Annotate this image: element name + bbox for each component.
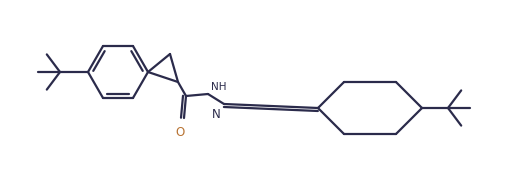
Text: NH: NH: [211, 82, 226, 92]
Text: O: O: [175, 126, 185, 139]
Text: N: N: [212, 108, 221, 121]
